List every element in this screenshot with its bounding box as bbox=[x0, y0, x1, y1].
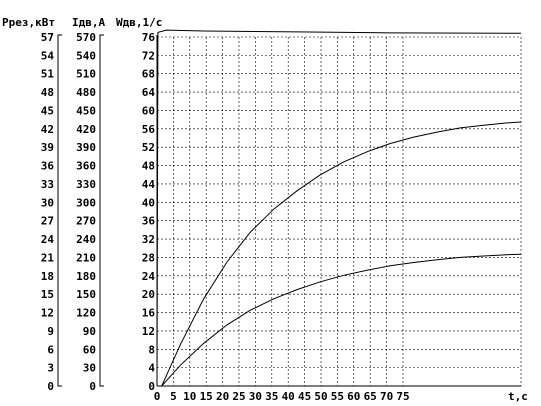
x-tick-label: 70 bbox=[380, 390, 393, 403]
i-tick-label: 90 bbox=[83, 325, 96, 338]
i-tick-label: 300 bbox=[76, 196, 96, 209]
w-tick-label: 52 bbox=[142, 141, 155, 154]
p-tick-label: 45 bbox=[41, 104, 54, 117]
p-tick-label: 57 bbox=[41, 31, 54, 44]
i-scale-bracket bbox=[99, 34, 104, 387]
w-tick-label: 72 bbox=[142, 49, 155, 62]
w-tick-label: 36 bbox=[142, 215, 156, 228]
x-tick-label: 10 bbox=[183, 390, 196, 403]
p-tick-label: 18 bbox=[41, 270, 54, 283]
p-tick-label: 27 bbox=[41, 215, 54, 228]
p-tick-label: 54 bbox=[41, 49, 55, 62]
x-tick-label: 55 bbox=[331, 390, 344, 403]
p-tick-label: 9 bbox=[47, 325, 54, 338]
w-tick-label: 32 bbox=[142, 233, 155, 246]
i-tick-label: 120 bbox=[76, 307, 96, 320]
w-tick-label: 8 bbox=[148, 343, 155, 356]
series-lines bbox=[156, 29, 522, 387]
i-tick-label: 270 bbox=[76, 215, 96, 228]
x-tick-label: 40 bbox=[282, 390, 295, 403]
p-tick-label: 12 bbox=[41, 307, 54, 320]
series-line-2 bbox=[161, 121, 522, 387]
w-tick-label: 68 bbox=[142, 68, 155, 81]
x-tick-label: 25 bbox=[232, 390, 245, 403]
x-tick-label: 15 bbox=[200, 390, 213, 403]
x-tick-label: 75 bbox=[396, 390, 409, 403]
i-tick-label: 480 bbox=[76, 86, 96, 99]
p-tick-label: 15 bbox=[41, 288, 54, 301]
w-tick-label: 4 bbox=[148, 362, 155, 375]
p-tick-label: 33 bbox=[41, 178, 54, 191]
p-tick-label: 42 bbox=[41, 123, 54, 136]
i-tick-label: 0 bbox=[89, 380, 96, 393]
i-tick-label: 420 bbox=[76, 123, 96, 136]
i-tick-label: 540 bbox=[76, 49, 96, 62]
p-tick-label: 24 bbox=[41, 233, 55, 246]
w-tick-label: 24 bbox=[142, 270, 156, 283]
w-tick-label: 20 bbox=[142, 288, 155, 301]
i-tick-label: 450 bbox=[76, 104, 96, 117]
p-tick-label: 21 bbox=[41, 251, 55, 264]
x-tick-label: 65 bbox=[364, 390, 377, 403]
p-tick-label: 3 bbox=[47, 362, 54, 375]
i-tick-label: 150 bbox=[76, 288, 96, 301]
i-tick-label: 570 bbox=[76, 31, 96, 44]
x-tick-label: 45 bbox=[298, 390, 311, 403]
x-tick-label: 5 bbox=[170, 390, 177, 403]
i-tick-label: 360 bbox=[76, 160, 96, 173]
i-tick-label: 60 bbox=[83, 343, 96, 356]
w-tick-label: 16 bbox=[142, 307, 156, 320]
w-tick-label: 0 bbox=[148, 380, 155, 393]
w-tick-label: 76 bbox=[142, 31, 156, 44]
i-tick-label: 240 bbox=[76, 233, 96, 246]
p-scale-bracket bbox=[57, 34, 62, 387]
x-axis-title: t,с bbox=[508, 390, 528, 403]
i-tick-label: 510 bbox=[76, 68, 96, 81]
x-tick-label: 30 bbox=[249, 390, 262, 403]
i-tick-label: 180 bbox=[76, 270, 96, 283]
w-tick-label: 56 bbox=[142, 123, 156, 136]
w-tick-label: 48 bbox=[142, 160, 155, 173]
i-tick-label: 330 bbox=[76, 178, 96, 191]
tick-labels: 5754514845423936333027242118151296305705… bbox=[41, 31, 410, 403]
x-tick-label: 50 bbox=[314, 390, 327, 403]
p-tick-label: 6 bbox=[47, 343, 54, 356]
w-tick-label: 64 bbox=[142, 86, 156, 99]
p-tick-label: 48 bbox=[41, 86, 54, 99]
w-tick-label: 12 bbox=[142, 325, 155, 338]
grid bbox=[157, 36, 522, 386]
p-tick-label: 39 bbox=[41, 141, 54, 154]
i-tick-label: 210 bbox=[76, 251, 96, 264]
w-tick-label: 44 bbox=[142, 178, 156, 191]
i-axis-title: Iдв,А bbox=[72, 16, 105, 29]
p-tick-label: 36 bbox=[41, 160, 55, 173]
p-tick-label: 0 bbox=[47, 380, 54, 393]
x-tick-label: 35 bbox=[265, 390, 278, 403]
i-tick-label: 30 bbox=[83, 362, 96, 375]
w-tick-label: 40 bbox=[142, 196, 155, 209]
w-tick-label: 60 bbox=[142, 104, 155, 117]
axis-scales bbox=[57, 34, 521, 387]
x-tick-label: 20 bbox=[216, 390, 229, 403]
w-axis-title: Wдв,1/с bbox=[116, 16, 162, 29]
p-axis-title: Ррез,кВт bbox=[2, 16, 55, 29]
p-tick-label: 30 bbox=[41, 196, 54, 209]
i-tick-label: 390 bbox=[76, 141, 96, 154]
p-tick-label: 51 bbox=[41, 68, 55, 81]
x-tick-label: 60 bbox=[347, 390, 360, 403]
series-line-1 bbox=[156, 29, 522, 387]
series-line-3 bbox=[161, 253, 522, 387]
x-tick-label: 0 bbox=[154, 390, 161, 403]
w-tick-label: 28 bbox=[142, 251, 155, 264]
